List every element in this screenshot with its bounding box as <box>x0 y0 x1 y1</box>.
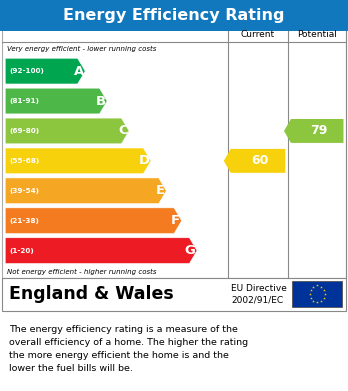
Polygon shape <box>5 118 129 144</box>
Text: F: F <box>171 214 180 227</box>
Text: (39-54): (39-54) <box>9 188 39 194</box>
Polygon shape <box>284 119 343 143</box>
Polygon shape <box>5 208 182 233</box>
Polygon shape <box>5 58 85 84</box>
Polygon shape <box>5 238 197 264</box>
Text: 79: 79 <box>310 124 327 138</box>
Text: A: A <box>73 65 84 77</box>
Text: (69-80): (69-80) <box>9 128 40 134</box>
Bar <box>0 0 348 31</box>
Text: E: E <box>156 184 165 197</box>
Text: (55-68): (55-68) <box>9 158 40 164</box>
Text: D: D <box>139 154 150 167</box>
Text: Not energy efficient - higher running costs: Not energy efficient - higher running co… <box>7 269 157 274</box>
Text: Very energy efficient - lower running costs: Very energy efficient - lower running co… <box>7 46 156 52</box>
Text: (81-91): (81-91) <box>9 98 39 104</box>
Text: England & Wales: England & Wales <box>9 285 173 303</box>
Text: The energy efficiency rating is a measure of the
overall efficiency of a home. T: The energy efficiency rating is a measur… <box>9 325 248 373</box>
Text: (92-100): (92-100) <box>9 68 44 74</box>
Text: Current: Current <box>241 30 275 39</box>
Text: 60: 60 <box>251 154 268 167</box>
Polygon shape <box>5 148 151 174</box>
Polygon shape <box>224 149 285 173</box>
Text: (21-38): (21-38) <box>9 218 39 224</box>
Bar <box>2 27 346 278</box>
Polygon shape <box>5 88 107 114</box>
Text: G: G <box>185 244 196 257</box>
Polygon shape <box>5 178 166 204</box>
Text: B: B <box>96 95 106 108</box>
Text: EU Directive
2002/91/EC: EU Directive 2002/91/EC <box>231 284 287 305</box>
Bar <box>292 281 342 307</box>
Text: (1-20): (1-20) <box>9 248 34 254</box>
Text: Potential: Potential <box>297 30 337 39</box>
Text: C: C <box>118 124 128 138</box>
Bar <box>2 278 346 311</box>
Text: Energy Efficiency Rating: Energy Efficiency Rating <box>63 8 285 23</box>
